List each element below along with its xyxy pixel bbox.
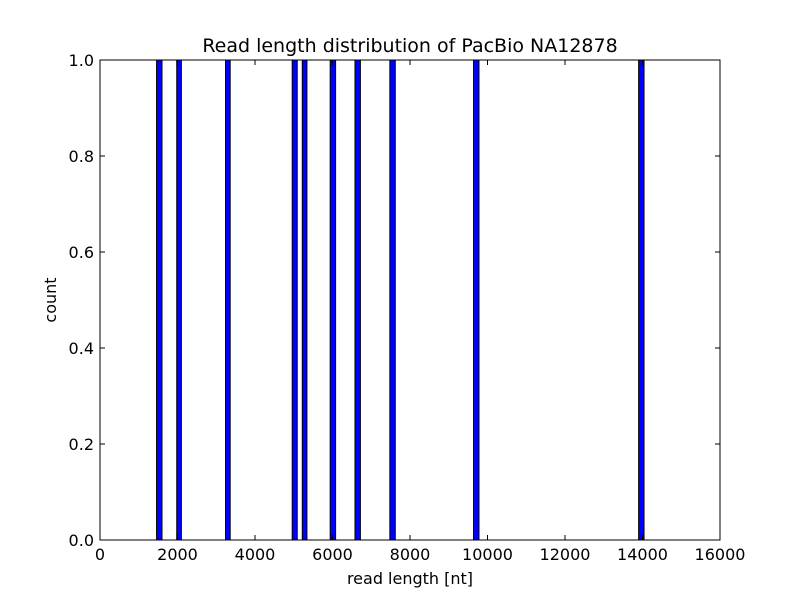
histogram-bar-6 <box>329 59 337 541</box>
x-tick-label: 2000 <box>157 545 198 564</box>
y-tick-label: 0.6 <box>69 243 94 262</box>
x-tick-label: 16000 <box>695 545 746 564</box>
ticks-group <box>99 59 721 541</box>
histogram-bar-10 <box>638 59 645 541</box>
histogram-bar-7 <box>354 59 361 541</box>
chart-title: Read length distribution of PacBio NA128… <box>202 35 617 57</box>
y-tick-label: 0.0 <box>69 531 94 550</box>
x-tick-label: 10000 <box>462 545 513 564</box>
histogram-bar-4 <box>291 59 298 541</box>
histogram-bar-9 <box>473 59 480 541</box>
x-axis-label: read length [nt] <box>347 569 473 588</box>
y-tick-label: 0.2 <box>69 435 94 454</box>
x-tick-label: 6000 <box>312 545 353 564</box>
y-tick-label: 0.8 <box>69 147 94 166</box>
tick-labels-group: 0 2000 4000 6000 8000 10000 12000 14000 16000 0.0… <box>69 51 746 564</box>
x-tick-label: 14000 <box>617 545 668 564</box>
histogram-bar-3 <box>225 59 231 541</box>
plot-frame <box>99 59 721 541</box>
x-tick-label: 0 <box>95 545 105 564</box>
x-tick-label: 8000 <box>390 545 431 564</box>
histogram-bar-8 <box>389 59 396 541</box>
histogram-bar-1 <box>156 59 163 541</box>
histogram-bar-2 <box>176 59 182 541</box>
histogram-bar-5 <box>301 59 308 541</box>
x-tick-label: 4000 <box>235 545 276 564</box>
y-axis-label: count <box>41 277 60 322</box>
y-tick-label: 0.4 <box>69 339 94 358</box>
y-tick-label: 1.0 <box>69 51 94 70</box>
x-tick-label: 12000 <box>540 545 591 564</box>
bars-group <box>156 59 645 541</box>
